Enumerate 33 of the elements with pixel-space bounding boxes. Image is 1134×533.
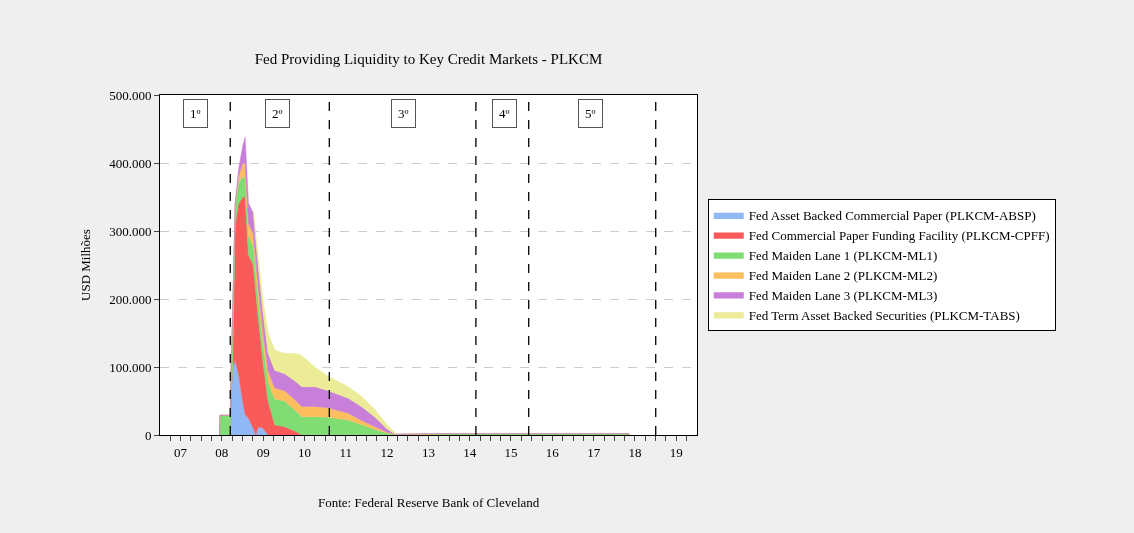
x-tick-label: 15 — [504, 444, 518, 460]
x-tick-label: 12 — [380, 444, 394, 460]
y-axis-title: USD Milhões — [78, 229, 94, 301]
source-note: Fonte: Federal Reserve Bank of Cleveland — [318, 495, 540, 510]
y-tick-label: 100.000 — [109, 359, 152, 375]
chart-title: Fed Providing Liquidity to Key Credit Markets - PLKCM — [254, 50, 603, 67]
annotation: 3º — [398, 106, 409, 121]
annotation: 2º — [272, 106, 283, 121]
x-tick-label: 11 — [339, 444, 352, 460]
y-tick-label: 400.000 — [109, 155, 152, 171]
x-tick-label: 16 — [545, 444, 560, 460]
y-tick-label: 500.000 — [109, 87, 152, 103]
x-tick-label: 19 — [669, 444, 683, 460]
annotation: 1º — [190, 106, 201, 121]
legend-label: Fed Maiden Lane 3 (PLKCM-ML3) — [748, 287, 938, 303]
x-tick-label: 08 — [215, 444, 229, 460]
x-tick-label: 17 — [587, 444, 601, 460]
annotation: 5º — [585, 106, 596, 121]
x-tick-label: 14 — [463, 444, 477, 460]
x-tick-label: 07 — [173, 444, 188, 460]
x-tick-label: 09 — [256, 444, 270, 460]
legend-label: Fed Asset Backed Commercial Paper (PLKCM-ABSP) — [748, 208, 1036, 224]
legend-label: Fed Commercial Paper Funding Facility (PLKCM-CPFF) — [748, 227, 1050, 243]
annotation: 4º — [499, 106, 510, 121]
legend-label: Fed Term Asset Backed Securities (PLKCM-TABS) — [748, 307, 1020, 323]
x-tick-label: 13 — [421, 444, 435, 460]
x-tick-label: 18 — [628, 444, 642, 460]
y-tick-label: 300.000 — [109, 223, 152, 239]
y-tick-label: 0 — [144, 427, 152, 443]
legend-label: Fed Maiden Lane 1 (PLKCM-ML1) — [748, 247, 938, 263]
y-tick-label: 200.000 — [109, 291, 152, 307]
legend-label: Fed Maiden Lane 2 (PLKCM-ML2) — [748, 267, 938, 283]
x-tick-label: 10 — [297, 444, 311, 460]
